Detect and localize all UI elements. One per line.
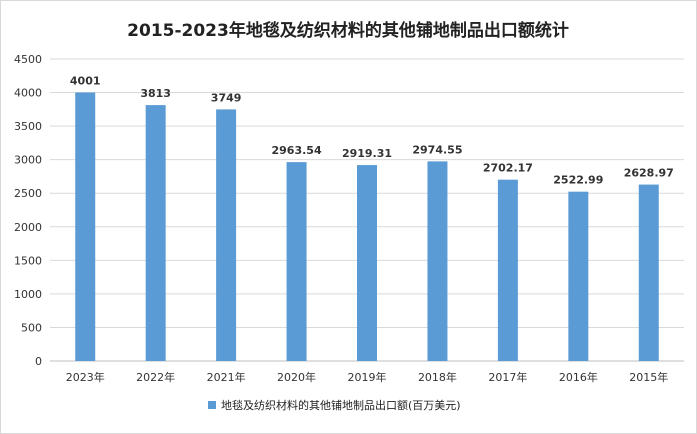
chart-title: 2015-2023年地毯及纺织材料的其他铺地制品出口额统计: [127, 20, 569, 41]
y-tick-label: 0: [35, 355, 42, 368]
bar: [286, 162, 307, 361]
data-label: 2974.55: [412, 143, 462, 156]
data-label: 2628.97: [624, 167, 674, 180]
y-tick-label: 500: [21, 321, 42, 334]
y-tick-label: 1000: [14, 288, 42, 301]
bar: [568, 191, 589, 361]
x-tick-label: 2018年: [418, 370, 457, 384]
x-tick-label: 2019年: [348, 370, 387, 384]
legend: 地毯及纺织材料的其他铺地制品出口额(百万美元): [208, 398, 461, 412]
y-tick-label: 1500: [14, 254, 42, 267]
y-tick-label: 3000: [14, 154, 42, 167]
data-label: 3749: [211, 91, 242, 104]
bar: [427, 161, 448, 361]
bar: [75, 92, 96, 362]
y-tick-label: 4500: [14, 53, 42, 66]
x-tick-label: 2016年: [559, 370, 598, 384]
legend-label: 地毯及纺织材料的其他铺地制品出口额(百万美元): [221, 398, 461, 412]
x-tick-label: 2023年: [66, 370, 105, 384]
data-label: 2963.54: [272, 144, 322, 157]
bar: [638, 184, 659, 361]
bar: [497, 179, 518, 361]
bars: [75, 92, 659, 362]
y-axis: 0 500 1000 1500 2000 2500 3000 3500 4000 4500: [14, 53, 42, 368]
bar: [216, 109, 237, 361]
y-tick-label: 2000: [14, 221, 42, 234]
y-tick-label: 2500: [14, 187, 42, 200]
data-label: 2702.17: [483, 162, 533, 175]
y-tick-label: 3500: [14, 120, 42, 133]
legend-swatch: [208, 401, 216, 409]
x-axis: 2023年 2022年 2021年 2020年 2019年 2018年 2017年 2016年…: [66, 370, 669, 384]
x-tick-label: 2015年: [629, 370, 668, 384]
data-label: 2522.99: [553, 174, 603, 187]
data-label: 3813: [140, 87, 171, 100]
data-labels: 4001 3813 3749 2963.54 2919.31 2974.55 2702.17…: [70, 74, 674, 186]
y-tick-label: 4000: [14, 87, 42, 100]
x-tick-label: 2017年: [488, 370, 527, 384]
data-label: 2919.31: [342, 147, 392, 160]
x-tick-label: 2020年: [277, 370, 316, 384]
bar: [145, 105, 166, 361]
data-label: 4001: [70, 74, 101, 87]
bar: [357, 165, 377, 361]
x-tick-label: 2022年: [136, 370, 175, 384]
x-tick-label: 2021年: [207, 370, 246, 384]
